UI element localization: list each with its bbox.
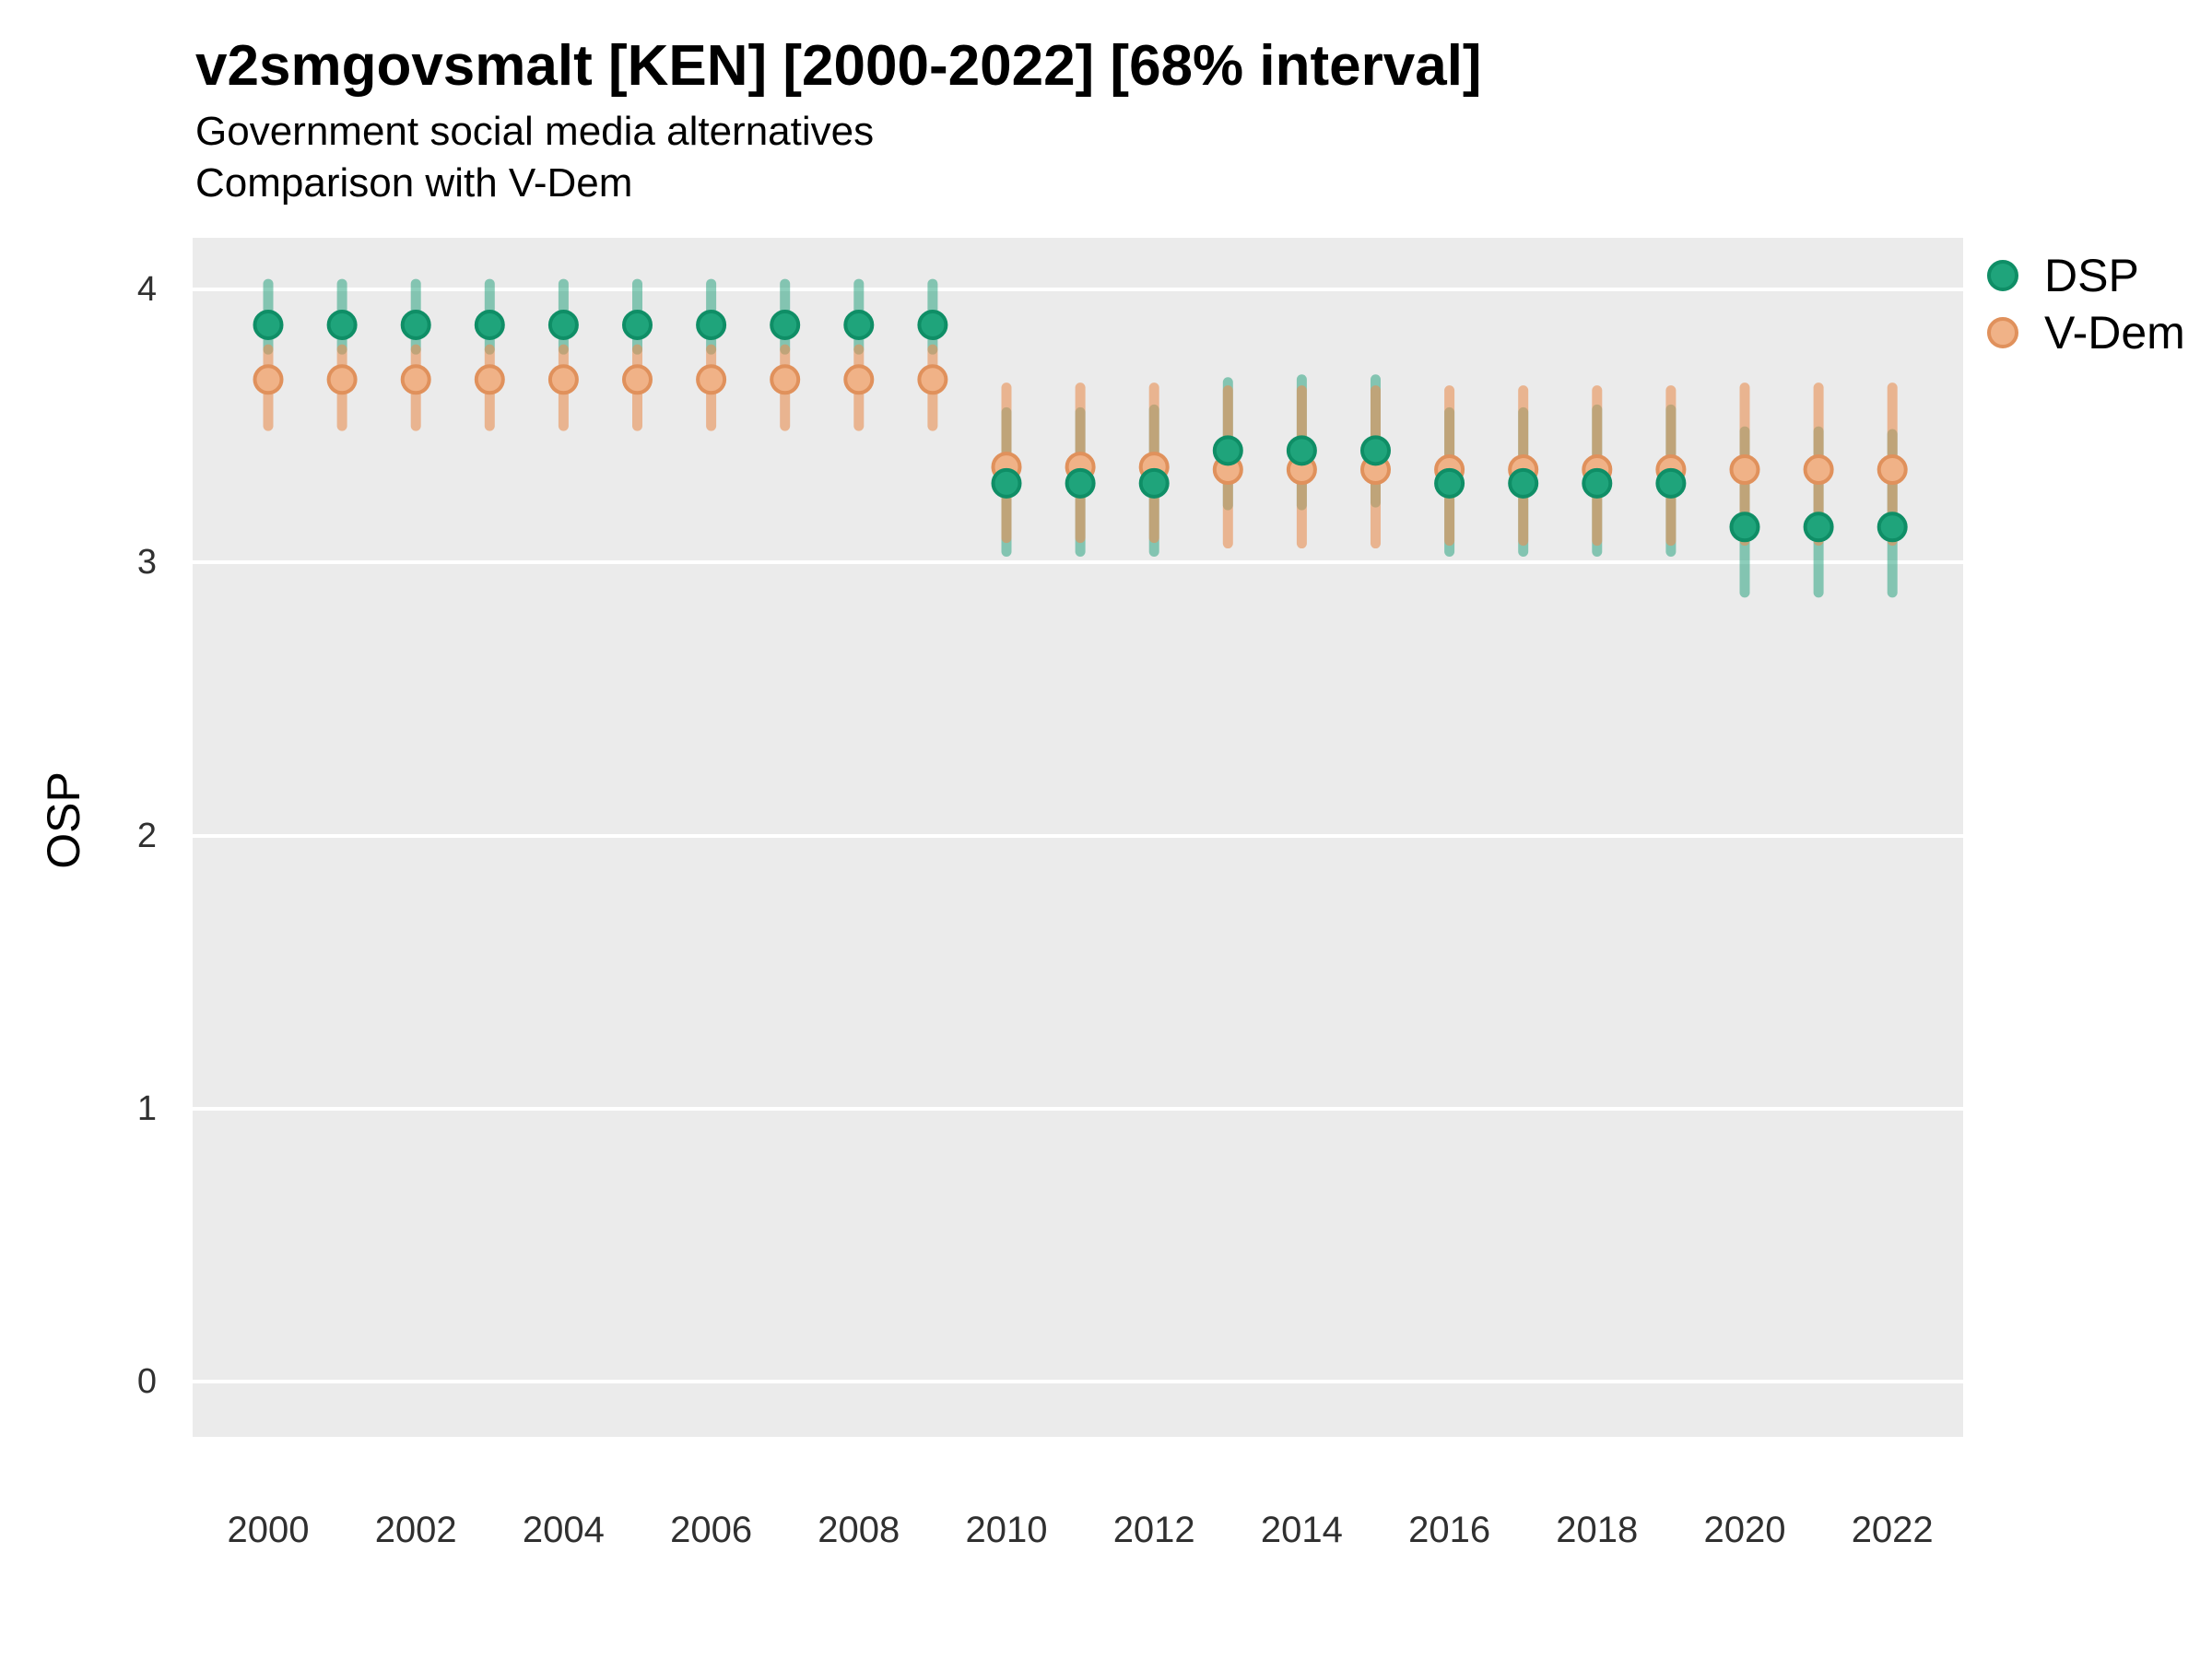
dsp-point-2004 bbox=[547, 310, 579, 341]
dsp-point-2009 bbox=[917, 310, 948, 341]
dsp-point-2011 bbox=[1065, 467, 1096, 499]
x-tick-label-2008: 2008 bbox=[818, 1510, 900, 1550]
vdem-point-2005 bbox=[622, 364, 653, 395]
dsp-point-2010 bbox=[991, 467, 1022, 499]
vdem-point-2002 bbox=[400, 364, 431, 395]
y-tick-label-4: 4 bbox=[136, 270, 157, 309]
dsp-point-2021 bbox=[1803, 512, 1834, 543]
vdem-point-2006 bbox=[696, 364, 727, 395]
vdem-point-2004 bbox=[547, 364, 579, 395]
legend-item-vdem: V-Dem bbox=[1987, 304, 2185, 361]
dsp-point-2008 bbox=[843, 310, 875, 341]
vdem-point-2009 bbox=[917, 364, 948, 395]
gridline-y-1 bbox=[193, 1106, 1963, 1111]
x-tick-label-2020: 2020 bbox=[1703, 1510, 1786, 1550]
vdem-point-2001 bbox=[326, 364, 358, 395]
legend-label-vdem: V-Dem bbox=[2044, 307, 2185, 359]
dsp-point-2016 bbox=[1434, 467, 1465, 499]
x-tick-label-2016: 2016 bbox=[1408, 1510, 1491, 1550]
vdem-point-2022 bbox=[1877, 454, 1908, 486]
x-tick-label-2022: 2022 bbox=[1851, 1510, 1934, 1550]
x-tick-label-2000: 2000 bbox=[227, 1510, 310, 1550]
x-tick-label-2006: 2006 bbox=[670, 1510, 753, 1550]
y-tick-label-2: 2 bbox=[136, 816, 157, 855]
y-tick-label-0: 0 bbox=[136, 1362, 157, 1402]
legend-item-dsp: DSP bbox=[1987, 247, 2185, 304]
vdem-point-2007 bbox=[770, 364, 801, 395]
gridline-y-3 bbox=[193, 560, 1963, 565]
gridline-y-4 bbox=[193, 288, 1963, 291]
vdem-point-2021 bbox=[1803, 454, 1834, 486]
dsp-point-2014 bbox=[1286, 435, 1317, 466]
dsp-point-2007 bbox=[770, 310, 801, 341]
dsp-point-2005 bbox=[622, 310, 653, 341]
y-tick-label-3: 3 bbox=[136, 543, 157, 582]
x-tick-label-2004: 2004 bbox=[522, 1510, 605, 1550]
vdem-point-2003 bbox=[474, 364, 505, 395]
vdem-point-2008 bbox=[843, 364, 875, 395]
legend-swatch-dsp bbox=[1987, 260, 2018, 291]
chart-title: v2smgovsmalt [KEN] [2000-2022] [68% inte… bbox=[195, 34, 1482, 98]
legend-swatch-vdem bbox=[1987, 317, 2018, 348]
dsp-point-2020 bbox=[1729, 512, 1760, 543]
dsp-point-2015 bbox=[1360, 435, 1391, 466]
dsp-point-2000 bbox=[253, 310, 284, 341]
dsp-point-2002 bbox=[400, 310, 431, 341]
gridline-y-2 bbox=[193, 833, 1963, 838]
legend: DSP V-Dem bbox=[1987, 247, 2185, 361]
dsp-point-2019 bbox=[1655, 467, 1687, 499]
dsp-point-2006 bbox=[696, 310, 727, 341]
dsp-point-2017 bbox=[1508, 467, 1539, 499]
chart-subtitle-line2: Comparison with V-Dem bbox=[195, 160, 633, 206]
dsp-point-2013 bbox=[1212, 435, 1243, 466]
dsp-point-2001 bbox=[326, 310, 358, 341]
chart-subtitle-line1: Government social media alternatives bbox=[195, 109, 875, 154]
vdem-point-2020 bbox=[1729, 454, 1760, 486]
x-tick-label-2018: 2018 bbox=[1556, 1510, 1639, 1550]
x-tick-label-2010: 2010 bbox=[965, 1510, 1048, 1550]
gridline-y-0 bbox=[193, 1380, 1963, 1384]
x-tick-label-2002: 2002 bbox=[374, 1510, 457, 1550]
x-tick-label-2012: 2012 bbox=[1112, 1510, 1195, 1550]
legend-label-dsp: DSP bbox=[2044, 250, 2139, 301]
dsp-point-2003 bbox=[474, 310, 505, 341]
x-tick-label-2014: 2014 bbox=[1260, 1510, 1343, 1550]
y-tick-label-1: 1 bbox=[136, 1088, 157, 1128]
dsp-point-2018 bbox=[1582, 467, 1613, 499]
dsp-point-2022 bbox=[1877, 512, 1908, 543]
vdem-point-2000 bbox=[253, 364, 284, 395]
dsp-point-2012 bbox=[1138, 467, 1170, 499]
